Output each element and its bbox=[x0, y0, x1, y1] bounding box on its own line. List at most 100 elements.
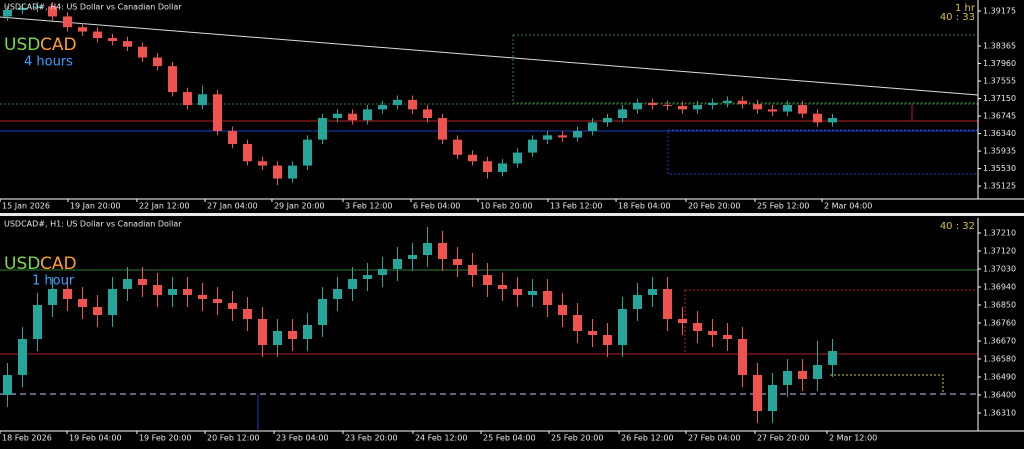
candle-body bbox=[573, 315, 582, 331]
x-tick-label: 10 Feb 20:00 bbox=[480, 202, 532, 211]
period-label: 1 hr bbox=[955, 3, 976, 14]
candle-body bbox=[3, 375, 12, 395]
candle-body bbox=[528, 139, 537, 153]
bar-timer: 40 : 32 bbox=[940, 221, 975, 232]
candle-body bbox=[678, 105, 687, 110]
candle-body bbox=[798, 105, 807, 114]
x-tick-label: 19 Jan 20:00 bbox=[70, 202, 121, 211]
y-tick-label: 1.36340 bbox=[983, 129, 1016, 138]
candle-body bbox=[513, 289, 522, 295]
trend-line bbox=[0, 16, 979, 96]
candle-body bbox=[453, 139, 462, 155]
candle-body bbox=[33, 6, 42, 8]
x-tick-label: 26 Feb 12:00 bbox=[621, 434, 673, 443]
candle-body bbox=[663, 289, 672, 319]
x-tick-label: 27 Feb 20:00 bbox=[757, 434, 809, 443]
candle-body bbox=[78, 27, 87, 32]
panel-separator bbox=[0, 213, 1024, 216]
timeframe-label: 4 hours bbox=[24, 55, 73, 70]
candle-body bbox=[333, 113, 342, 119]
x-tick-label: 19 Feb 20:00 bbox=[139, 434, 191, 443]
y-tick-label: 1.35530 bbox=[983, 164, 1016, 173]
candle-body bbox=[273, 165, 282, 179]
candle-body bbox=[618, 109, 627, 119]
candle-body bbox=[618, 309, 627, 345]
candle-body bbox=[603, 118, 612, 123]
candle-body bbox=[753, 375, 762, 411]
x-tick-label: 15 Jan 2026 bbox=[2, 202, 50, 211]
y-tick-label: 1.36670 bbox=[983, 337, 1016, 346]
x-tick-label: 18 Feb 04:00 bbox=[618, 202, 670, 211]
candle-body bbox=[588, 122, 597, 131]
candle-body bbox=[423, 109, 432, 119]
candle-body bbox=[408, 99, 417, 110]
candle-body bbox=[78, 299, 87, 307]
candle-body bbox=[138, 46, 147, 58]
x-tick-label: 25 Feb 12:00 bbox=[757, 202, 809, 211]
candle-body bbox=[438, 118, 447, 140]
candle-body bbox=[558, 305, 567, 315]
x-tick-label: 20 Feb 12:00 bbox=[207, 434, 259, 443]
candle-body bbox=[678, 319, 687, 323]
candle-body bbox=[93, 31, 102, 39]
candle-body bbox=[663, 105, 672, 107]
candle-body bbox=[648, 289, 657, 295]
candle-body bbox=[543, 135, 552, 140]
candle-body bbox=[558, 135, 567, 138]
x-tick-label: 6 Feb 04:00 bbox=[413, 202, 460, 211]
candle-body bbox=[63, 289, 72, 299]
x-tick-label: 19 Feb 04:00 bbox=[69, 434, 121, 443]
candle-body bbox=[18, 7, 27, 10]
candle-body bbox=[693, 323, 702, 331]
symbol-quote: CAD bbox=[40, 254, 77, 274]
chart-layer: 1.39175 1.38365 1.37960 1.37555 1.37150 1.367… bbox=[0, 2, 1016, 443]
candle-body bbox=[828, 351, 837, 365]
y-tick-label: 1.37150 bbox=[983, 94, 1016, 103]
x-tick-label: 24 Feb 12:00 bbox=[415, 434, 467, 443]
y-tick-label: 1.36490 bbox=[983, 373, 1016, 382]
candle-body bbox=[468, 154, 477, 162]
candle-body bbox=[828, 118, 837, 123]
candle-body bbox=[123, 41, 132, 47]
candle-body bbox=[738, 100, 747, 105]
timeframe-label: 1 hour bbox=[32, 274, 75, 289]
x-tick-label: 3 Feb 12:00 bbox=[345, 202, 392, 211]
y-tick-label: 1.37030 bbox=[983, 265, 1016, 274]
y-tick-label: 1.39175 bbox=[983, 7, 1016, 16]
x-tick-label: 2 Mar 04:00 bbox=[824, 202, 872, 211]
candle-body bbox=[783, 105, 792, 112]
candle-body bbox=[228, 303, 237, 309]
candle-body bbox=[33, 305, 42, 339]
candle-body bbox=[243, 309, 252, 319]
candle-body bbox=[198, 295, 207, 299]
candle-body bbox=[228, 130, 237, 144]
candle-body bbox=[108, 289, 117, 315]
candle-body bbox=[738, 339, 747, 375]
candle-body bbox=[498, 163, 507, 173]
candle-body bbox=[633, 102, 642, 110]
candle-body bbox=[48, 289, 57, 305]
candle-body bbox=[813, 365, 822, 379]
candle-body bbox=[768, 109, 777, 112]
candle-body bbox=[213, 299, 222, 303]
candle-body bbox=[348, 279, 357, 289]
y-tick-label: 1.36850 bbox=[983, 301, 1016, 310]
candle-body bbox=[753, 104, 762, 110]
y-tick-label: 1.35935 bbox=[983, 147, 1016, 156]
candle-body bbox=[708, 102, 717, 106]
chart-title: USDCAD#, H1: US Dollar vs Canadian Dolla… bbox=[4, 220, 182, 229]
x-tick-label: 13 Feb 12:00 bbox=[550, 202, 602, 211]
candle-body bbox=[393, 99, 402, 106]
candle-body bbox=[213, 94, 222, 131]
candle-body bbox=[693, 105, 702, 110]
candle-body bbox=[273, 331, 282, 345]
candle-body bbox=[318, 299, 327, 325]
y-tick-label: 1.38365 bbox=[983, 42, 1016, 51]
candle-body bbox=[483, 161, 492, 173]
candle-body bbox=[348, 113, 357, 121]
candle-body bbox=[408, 255, 417, 259]
candle-body bbox=[153, 57, 162, 67]
x-tick-label: 20 Feb 20:00 bbox=[688, 202, 740, 211]
candle-body bbox=[333, 289, 342, 299]
